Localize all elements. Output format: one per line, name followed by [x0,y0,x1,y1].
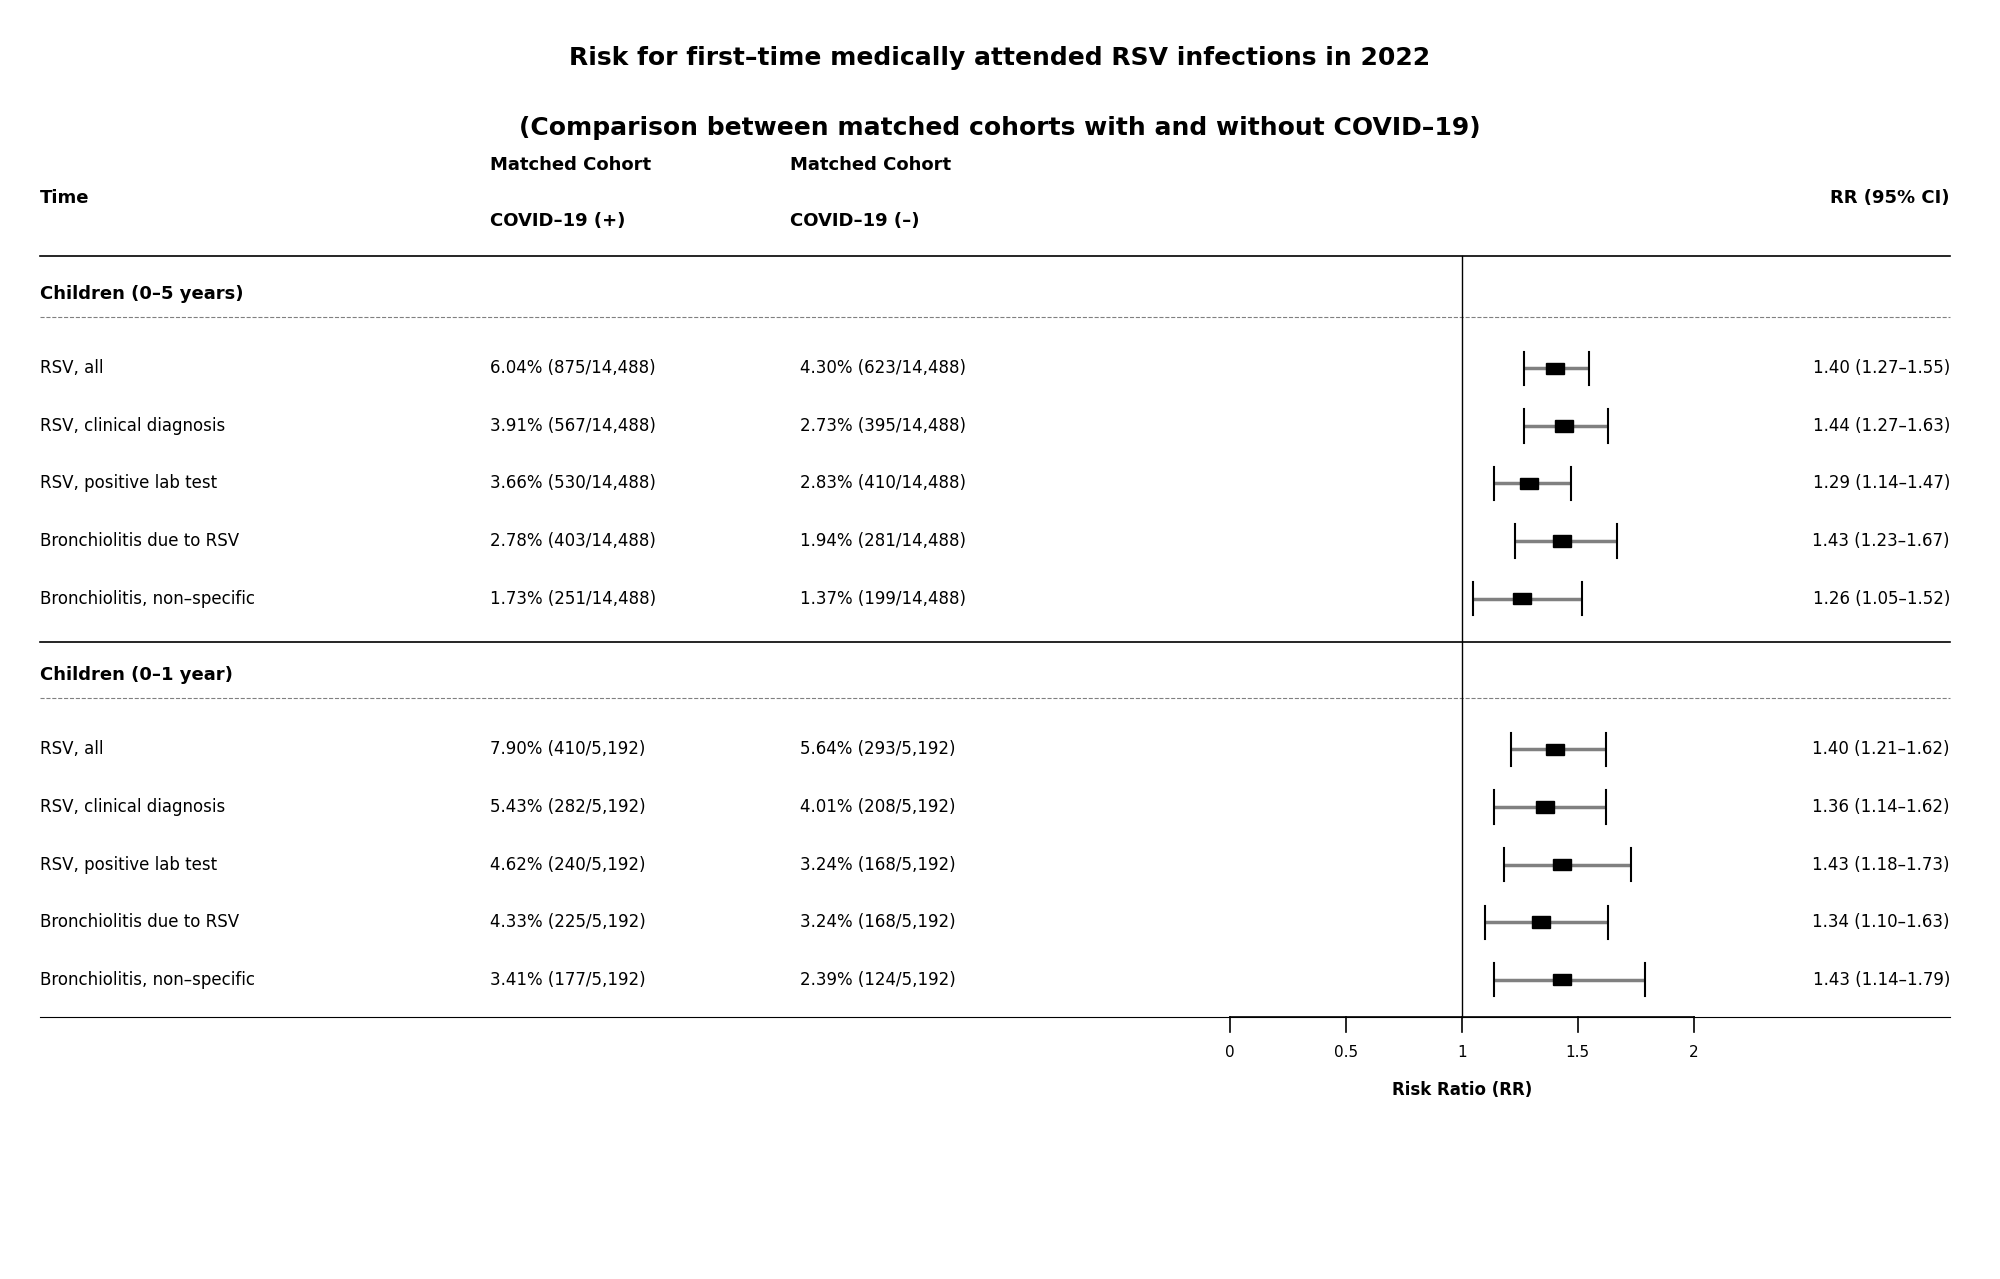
Text: 2: 2 [1688,1045,1698,1060]
Text: 2.39% (124/5,192): 2.39% (124/5,192) [800,971,956,989]
Text: Bronchiolitis due to RSV: Bronchiolitis due to RSV [40,913,240,931]
Text: 1.26 (1.05–1.52): 1.26 (1.05–1.52) [1812,590,1950,608]
Text: 5.43% (282/5,192): 5.43% (282/5,192) [490,798,646,816]
Text: 3.24% (168/5,192): 3.24% (168/5,192) [800,856,956,874]
FancyBboxPatch shape [1552,535,1570,547]
Text: Time: Time [40,189,90,207]
Text: 4.62% (240/5,192): 4.62% (240/5,192) [490,856,646,874]
Text: 1.36 (1.14–1.62): 1.36 (1.14–1.62) [1812,798,1950,816]
FancyBboxPatch shape [1536,801,1554,813]
Text: Bronchiolitis, non–specific: Bronchiolitis, non–specific [40,590,256,608]
Text: 1.43 (1.23–1.67): 1.43 (1.23–1.67) [1812,532,1950,550]
Text: RR (95% CI): RR (95% CI) [1830,189,1950,207]
Text: Risk for first–time medically attended RSV infections in 2022: Risk for first–time medically attended R… [570,46,1430,69]
Text: 2.78% (403/14,488): 2.78% (403/14,488) [490,532,656,550]
Text: 1.34 (1.10–1.63): 1.34 (1.10–1.63) [1812,913,1950,931]
FancyBboxPatch shape [1546,744,1564,755]
Text: 1.5: 1.5 [1566,1045,1590,1060]
FancyBboxPatch shape [1520,477,1538,489]
FancyBboxPatch shape [1552,975,1570,985]
Text: 0: 0 [1226,1045,1234,1060]
Text: 4.33% (225/5,192): 4.33% (225/5,192) [490,913,646,931]
Text: 2.83% (410/14,488): 2.83% (410/14,488) [800,475,966,492]
Text: 1: 1 [1458,1045,1466,1060]
Text: RSV, all: RSV, all [40,359,104,377]
Text: 2.73% (395/14,488): 2.73% (395/14,488) [800,417,966,435]
Text: 4.01% (208/5,192): 4.01% (208/5,192) [800,798,956,816]
Text: COVID–19 (+): COVID–19 (+) [490,212,626,230]
Text: 6.04% (875/14,488): 6.04% (875/14,488) [490,359,656,377]
Text: 7.90% (410/5,192): 7.90% (410/5,192) [490,741,646,758]
Text: Matched Cohort: Matched Cohort [790,156,952,174]
Text: 5.64% (293/5,192): 5.64% (293/5,192) [800,741,956,758]
Text: 1.40 (1.27–1.55): 1.40 (1.27–1.55) [1812,359,1950,377]
Text: 3.41% (177/5,192): 3.41% (177/5,192) [490,971,646,989]
Text: 3.24% (168/5,192): 3.24% (168/5,192) [800,913,956,931]
Text: 1.40 (1.21–1.62): 1.40 (1.21–1.62) [1812,741,1950,758]
Text: RSV, positive lab test: RSV, positive lab test [40,856,218,874]
Text: 1.37% (199/14,488): 1.37% (199/14,488) [800,590,966,608]
Text: 3.91% (567/14,488): 3.91% (567/14,488) [490,417,656,435]
Text: 0.5: 0.5 [1334,1045,1358,1060]
Text: 1.43 (1.14–1.79): 1.43 (1.14–1.79) [1812,971,1950,989]
Text: Children (0–5 years): Children (0–5 years) [40,285,244,303]
Text: Bronchiolitis, non–specific: Bronchiolitis, non–specific [40,971,256,989]
Text: 3.66% (530/14,488): 3.66% (530/14,488) [490,475,656,492]
Text: Matched Cohort: Matched Cohort [490,156,652,174]
Text: COVID–19 (–): COVID–19 (–) [790,212,920,230]
Text: RSV, positive lab test: RSV, positive lab test [40,475,218,492]
Text: 1.29 (1.14–1.47): 1.29 (1.14–1.47) [1812,475,1950,492]
Text: Bronchiolitis due to RSV: Bronchiolitis due to RSV [40,532,240,550]
Text: RSV, all: RSV, all [40,741,104,758]
Text: Children (0–1 year): Children (0–1 year) [40,666,232,684]
Text: 1.43 (1.18–1.73): 1.43 (1.18–1.73) [1812,856,1950,874]
Text: 1.94% (281/14,488): 1.94% (281/14,488) [800,532,966,550]
FancyBboxPatch shape [1552,859,1570,870]
Text: 1.73% (251/14,488): 1.73% (251/14,488) [490,590,656,608]
FancyBboxPatch shape [1554,420,1572,431]
Text: Risk Ratio (RR): Risk Ratio (RR) [1392,1081,1532,1099]
Text: 1.44 (1.27–1.63): 1.44 (1.27–1.63) [1812,417,1950,435]
FancyBboxPatch shape [1546,363,1564,373]
FancyBboxPatch shape [1532,916,1550,929]
FancyBboxPatch shape [1514,592,1532,604]
Text: (Comparison between matched cohorts with and without COVID–19): (Comparison between matched cohorts with… [520,116,1480,139]
Text: 4.30% (623/14,488): 4.30% (623/14,488) [800,359,966,377]
Text: RSV, clinical diagnosis: RSV, clinical diagnosis [40,798,226,816]
Text: RSV, clinical diagnosis: RSV, clinical diagnosis [40,417,226,435]
